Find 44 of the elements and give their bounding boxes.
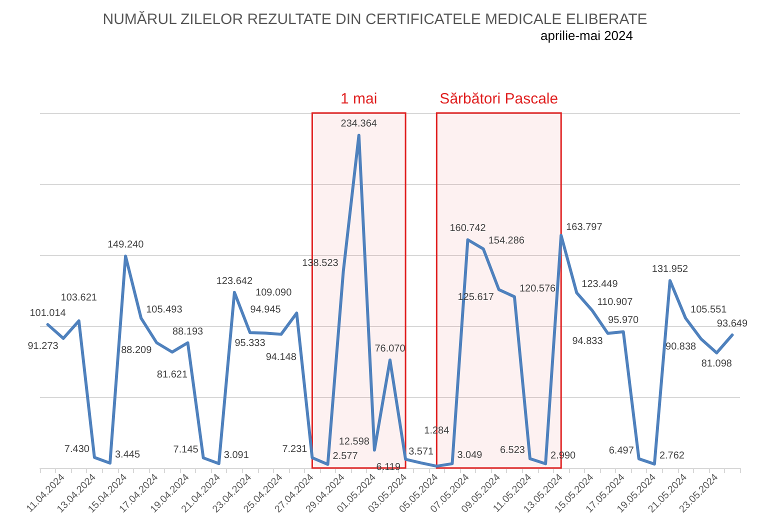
data-label: 88.193 bbox=[172, 326, 204, 338]
data-label: 91.273 bbox=[28, 340, 59, 352]
data-label: 103.621 bbox=[60, 292, 98, 304]
data-label: 123.449 bbox=[582, 279, 618, 290]
data-label: 105.493 bbox=[146, 304, 183, 316]
data-label: 101.014 bbox=[30, 308, 66, 320]
data-label: 163.797 bbox=[566, 222, 603, 233]
data-label: 3.049 bbox=[457, 450, 483, 462]
data-label: 131.952 bbox=[652, 264, 689, 276]
data-label: 160.742 bbox=[450, 223, 486, 234]
data-label: 123.642 bbox=[216, 276, 253, 287]
band-label: Sărbători Pascale bbox=[440, 90, 558, 108]
data-label: 95.970 bbox=[608, 315, 640, 326]
data-label: 3.571 bbox=[408, 446, 434, 458]
data-label: 234.364 bbox=[340, 118, 378, 130]
data-label: 88.209 bbox=[121, 345, 152, 356]
data-label: 7.231 bbox=[282, 444, 308, 456]
data-label: 94.833 bbox=[572, 336, 604, 347]
band-label: 1 mai bbox=[340, 90, 378, 108]
data-label: 12.598 bbox=[338, 436, 370, 448]
data-label: 6.497 bbox=[608, 445, 634, 456]
data-label: 81.621 bbox=[156, 370, 188, 381]
data-label: 76.070 bbox=[374, 343, 406, 354]
data-label: 93.649 bbox=[716, 318, 748, 330]
chart-title: NUMĂRUL ZILELOR REZULTATE DIN CERTIFICATELE MEDICALE ELIBERATE bbox=[102, 10, 648, 28]
data-label: 81.098 bbox=[701, 358, 732, 370]
data-label: 90.838 bbox=[666, 342, 697, 353]
data-label: 6.523 bbox=[500, 445, 526, 456]
data-label: 3.445 bbox=[114, 450, 140, 461]
data-label: 149.240 bbox=[107, 240, 144, 251]
data-label: 95.333 bbox=[234, 338, 266, 350]
data-label: 105.551 bbox=[690, 304, 728, 316]
data-label: 2.762 bbox=[659, 450, 685, 462]
data-label: 3.091 bbox=[224, 450, 250, 462]
data-label: 7.145 bbox=[173, 444, 199, 456]
chart-subtitle: aprilie-mai 2024 bbox=[540, 28, 634, 43]
data-label: 154.286 bbox=[488, 235, 525, 246]
data-label: 109.090 bbox=[256, 288, 292, 299]
data-label: 7.430 bbox=[64, 444, 90, 455]
data-label: 2.577 bbox=[332, 450, 358, 462]
data-label: 94.945 bbox=[250, 304, 282, 316]
data-label: 120.576 bbox=[519, 283, 556, 294]
data-label: 110.907 bbox=[597, 297, 634, 308]
data-label: 94.148 bbox=[266, 352, 297, 363]
